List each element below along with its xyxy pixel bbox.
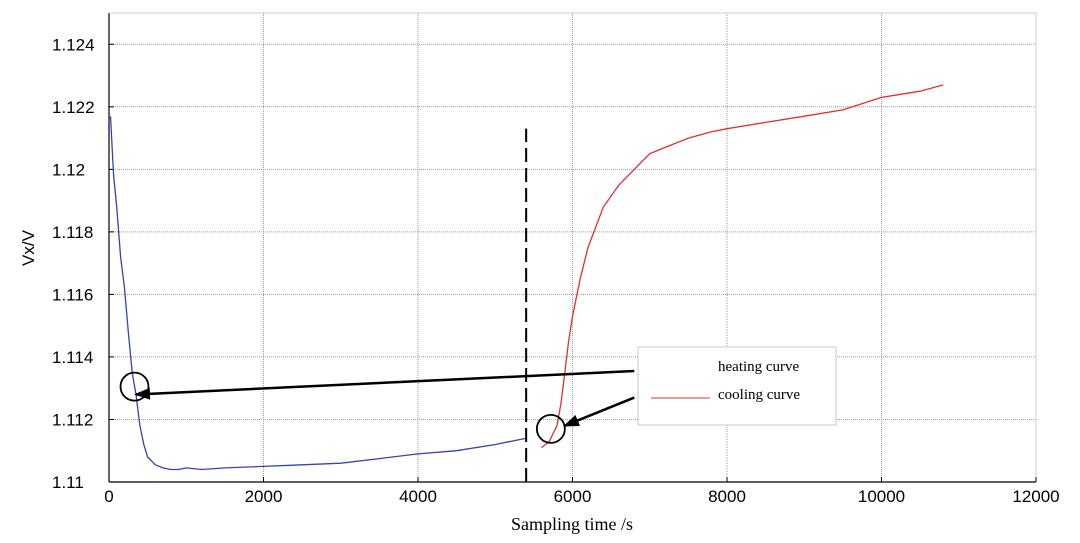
annotation-circle (119, 371, 150, 402)
y-tick-label: 1.118 (52, 223, 93, 242)
x-tick-label: 2000 (245, 487, 283, 506)
x-axis-title: Sampling time /s (511, 514, 633, 534)
y-tick-label: 1.12 (52, 160, 85, 179)
y-tick-labels: 1.11 1.112 1.114 1.116 1.118 1.12 1.122 1.124 (52, 35, 95, 492)
legend: heating curve cooling curve (637, 346, 837, 426)
annotation-arrow (134, 369, 635, 400)
y-tick-label: 1.124 (52, 35, 95, 54)
x-tick-label: 0 (104, 487, 113, 506)
annotation-circle (535, 413, 566, 444)
series-line-heating (109, 116, 527, 471)
annotation-layer (119, 128, 635, 482)
series-layer (109, 84, 944, 471)
x-tick-label: 10000 (858, 487, 905, 506)
x-tick-labels: 0 2000 4000 6000 8000 10000 12000 (104, 487, 1059, 506)
y-axis-title: Vx/V (19, 229, 38, 266)
x-tick-label: 4000 (399, 487, 437, 506)
grid-lines (109, 13, 1037, 482)
y-tick-label: 1.116 (52, 285, 93, 304)
legend-box (637, 346, 837, 426)
x-tick-label: 6000 (554, 487, 592, 506)
x-tick-label: 12000 (1012, 487, 1059, 506)
legend-label-heating: heating curve (718, 359, 800, 375)
y-tick-label: 1.114 (52, 348, 93, 367)
annotation-arrow (562, 396, 635, 427)
legend-label-cooling: cooling curve (718, 387, 800, 403)
y-tick-label: 1.11 (52, 473, 84, 492)
y-tick-label: 1.122 (52, 98, 95, 117)
x-tick-label: 8000 (708, 487, 746, 506)
series-line-cooling (541, 84, 944, 449)
y-tick-label: 1.112 (52, 410, 93, 429)
axes (108, 12, 1037, 483)
